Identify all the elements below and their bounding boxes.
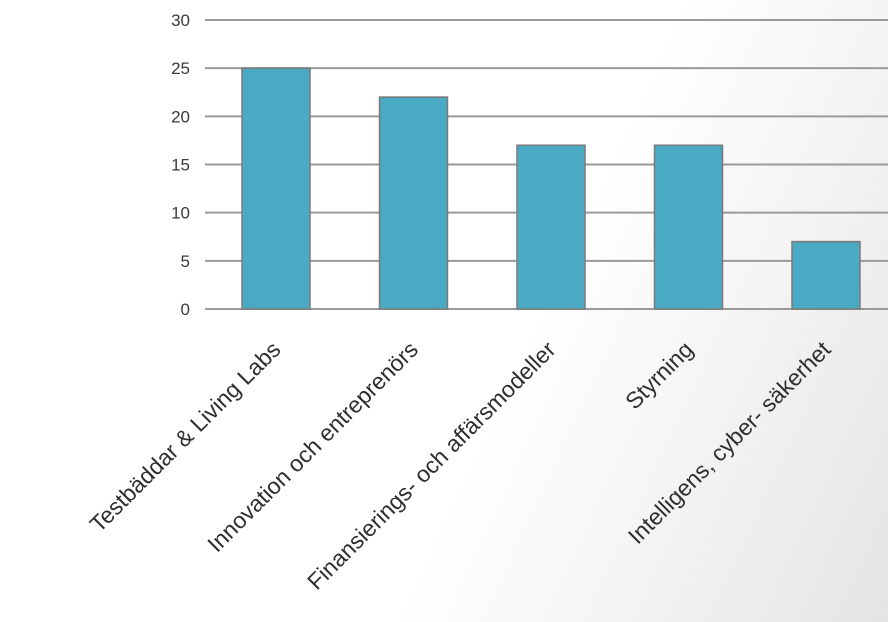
- y-tick-label-0: 0: [181, 300, 190, 319]
- y-tick-label-30: 30: [171, 11, 190, 30]
- bar-1: [241, 67, 311, 310]
- y-tick-label-10: 10: [171, 204, 190, 223]
- x-category-label-3: Finansierings- och affärsmodeller: [302, 336, 561, 595]
- bar-4: [653, 144, 724, 310]
- y-tick-label-25: 25: [171, 59, 190, 78]
- y-tick-label-15: 15: [171, 156, 190, 175]
- y-tick-label-5: 5: [181, 252, 190, 271]
- bars: [241, 67, 861, 310]
- bar-3: [516, 144, 586, 310]
- x-category-label-4: Styrning: [620, 336, 698, 414]
- y-axis-tick-labels: 0 5 10 15 20 25 30: [171, 11, 190, 319]
- y-tick-label-20: 20: [171, 107, 190, 126]
- bar-5: [791, 240, 861, 310]
- bar-2: [378, 96, 449, 310]
